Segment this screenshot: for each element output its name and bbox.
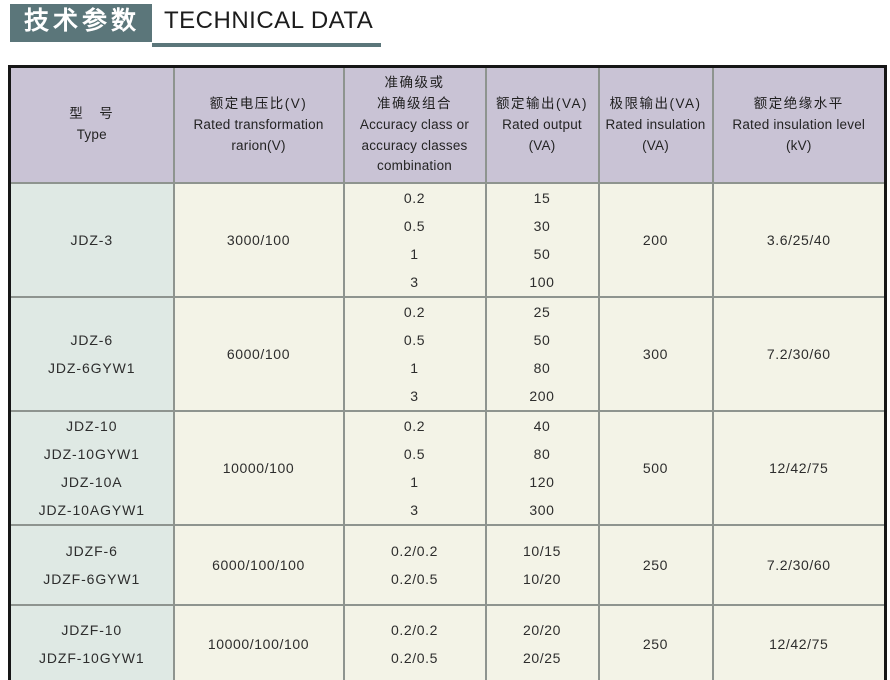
cell-accuracy-class: 0.2/0.2 0.2/0.5 — [342, 524, 487, 607]
table-header-row: 型 号 Type 额定电压比(V) Rated transformation r… — [8, 65, 887, 185]
cell-accuracy-class: 0.2 0.5 1 3 — [342, 182, 487, 299]
cell-limit-output: 250 — [597, 524, 714, 607]
col-header-insulation-level-en: Rated insulation level (kV) — [732, 116, 866, 153]
table-row: JDZ-3 3000/100 0.2 0.5 1 3 15 30 50 100 … — [8, 182, 887, 299]
cell-voltage-ratio: 10000/100/100 — [172, 604, 345, 680]
technical-data-table: 型 号 Type 额定电压比(V) Rated transformation r… — [8, 64, 887, 680]
cell-limit-output: 500 — [597, 410, 714, 527]
col-header-accuracy-class-en: Accuracy class or accuracy classes combi… — [359, 116, 470, 174]
table-row: JDZF-10 JDZF-10GYW1 10000/100/100 0.2/0.… — [8, 604, 887, 680]
cell-insulation-level: 3.6/25/40 — [711, 182, 887, 299]
cell-type: JDZ-6 JDZ-6GYW1 — [8, 296, 175, 413]
table-row: JDZ-6 JDZ-6GYW1 6000/100 0.2 0.5 1 3 25 … — [8, 296, 887, 413]
col-header-accuracy-class: 准确级或 准确级组合 Accuracy class or accuracy cl… — [342, 65, 487, 185]
cell-rated-output: 40 80 120 300 — [484, 410, 600, 527]
cell-voltage-ratio: 10000/100 — [172, 410, 345, 527]
cell-insulation-level: 7.2/30/60 — [711, 524, 887, 607]
cell-type: JDZ-3 — [8, 182, 175, 299]
col-header-accuracy-class-cn: 准确级或 准确级组合 — [377, 74, 452, 111]
table-row: JDZF-6 JDZF-6GYW1 6000/100/100 0.2/0.2 0… — [8, 524, 887, 607]
col-header-limit-output-cn: 极限输出(VA) — [609, 95, 702, 111]
cell-type: JDZF-6 JDZF-6GYW1 — [8, 524, 175, 607]
cell-insulation-level: 12/42/75 — [711, 604, 887, 680]
cell-rated-output: 15 30 50 100 — [484, 182, 600, 299]
col-header-rated-output: 额定输出(VA) Rated output (VA) — [484, 65, 600, 185]
cell-type: JDZ-10 JDZ-10GYW1 JDZ-10A JDZ-10AGYW1 — [8, 410, 175, 527]
cell-voltage-ratio: 6000/100/100 — [172, 524, 345, 607]
title-box: 技术参数 — [10, 4, 153, 42]
cell-voltage-ratio: 6000/100 — [172, 296, 345, 413]
cell-accuracy-class: 0.2/0.2 0.2/0.5 — [342, 604, 487, 680]
cell-insulation-level: 7.2/30/60 — [711, 296, 887, 413]
cell-rated-output: 20/20 20/25 — [484, 604, 600, 680]
cell-rated-output: 25 50 80 200 — [484, 296, 600, 413]
cell-insulation-level: 12/42/75 — [711, 410, 887, 527]
col-header-voltage-ratio-cn: 额定电压比(V) — [209, 95, 308, 111]
page-header: 技术参数 TECHNICAL DATA — [10, 4, 884, 47]
col-header-type: 型 号 Type — [8, 65, 175, 185]
table-row: JDZ-10 JDZ-10GYW1 JDZ-10A JDZ-10AGYW1 10… — [8, 410, 887, 527]
cell-limit-output: 250 — [597, 604, 714, 680]
cell-limit-output: 200 — [597, 182, 714, 299]
cell-accuracy-class: 0.2 0.5 1 3 — [342, 410, 487, 527]
col-header-type-cn: 型 号 — [69, 106, 115, 122]
cell-rated-output: 10/15 10/20 — [484, 524, 600, 607]
col-header-rated-output-cn: 额定输出(VA) — [496, 95, 588, 111]
page-title-cn: 技术参数 — [24, 7, 141, 35]
cell-type: JDZF-10 JDZF-10GYW1 — [8, 604, 175, 680]
col-header-type-en: Type — [76, 127, 107, 143]
cell-voltage-ratio: 3000/100 — [172, 182, 345, 299]
col-header-insulation-level: 额定绝缘水平 Rated insulation level (kV) — [711, 65, 887, 185]
page-title-en: TECHNICAL DATA — [152, 4, 382, 47]
col-header-voltage-ratio-en: Rated transformation rarion(V) — [193, 116, 324, 153]
col-header-limit-output-en: Rated insulation (VA) — [605, 116, 706, 153]
col-header-voltage-ratio: 额定电压比(V) Rated transformation rarion(V) — [172, 65, 345, 185]
col-header-limit-output: 极限输出(VA) Rated insulation (VA) — [597, 65, 714, 185]
col-header-insulation-level-cn: 额定绝缘水平 — [753, 95, 844, 111]
col-header-rated-output-en: Rated output (VA) — [502, 116, 582, 153]
cell-limit-output: 300 — [597, 296, 714, 413]
cell-accuracy-class: 0.2 0.5 1 3 — [342, 296, 487, 413]
